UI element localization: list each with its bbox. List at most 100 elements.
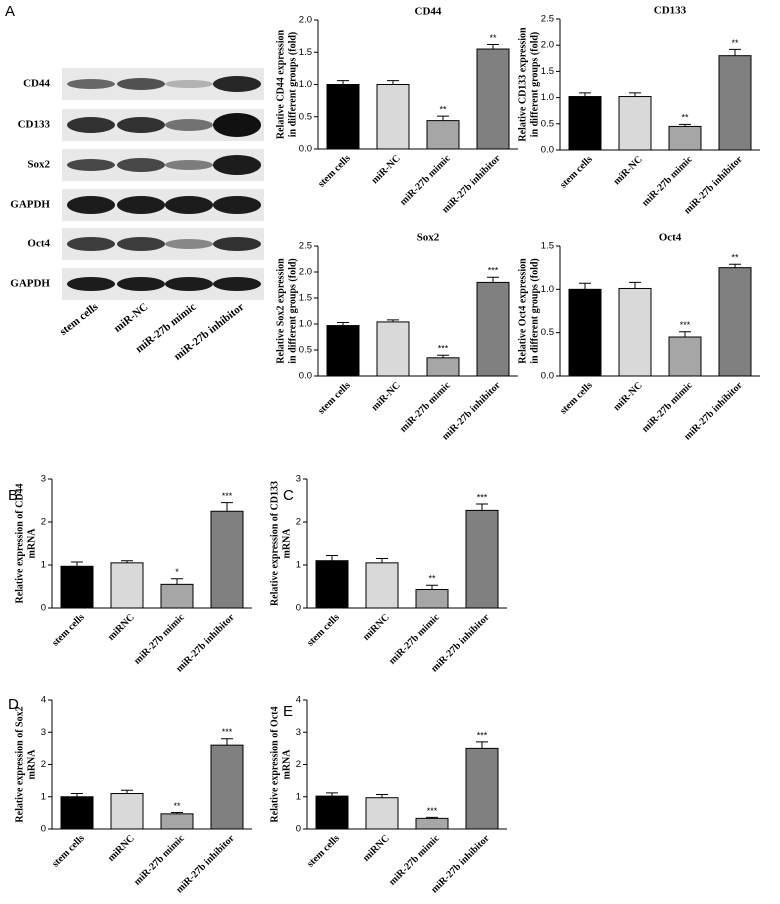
error-bar (579, 92, 591, 97)
bar (110, 562, 144, 609)
bar (160, 813, 194, 830)
error-bar (326, 792, 338, 797)
y-axis-label: Relative expression of CD133 (269, 481, 280, 606)
significance-label: ** (489, 33, 497, 43)
y-tick-label: 1.5 (299, 293, 312, 304)
error-bar (337, 80, 349, 85)
chart-title: CD44 (415, 6, 442, 18)
y-tick-label: 1 (296, 560, 301, 571)
significance-label: *** (477, 492, 488, 502)
significance-label: ** (681, 113, 689, 123)
y-tick-label: 2.5 (541, 14, 554, 25)
panel-letter: E (283, 703, 293, 720)
blot-band (117, 237, 165, 251)
error-bar (387, 80, 399, 85)
significance-label: *** (427, 806, 438, 816)
y-axis-label: Relative Sox2 expression (275, 258, 286, 364)
chart-title: Oct4 (659, 232, 682, 244)
x-tick-label: miR-27b mimic (132, 833, 187, 888)
bar (476, 281, 510, 377)
bar (476, 48, 510, 150)
x-tick-label: stem cells (558, 380, 595, 417)
bar (315, 795, 349, 830)
y-tick-label: 0.0 (299, 144, 312, 155)
blot-band (165, 119, 213, 131)
y-tick-label: 2.5 (299, 241, 312, 252)
error-bar (487, 44, 499, 50)
blot-band (117, 277, 165, 291)
bar (465, 747, 499, 830)
error-bar (476, 741, 488, 749)
bar (365, 797, 399, 830)
significance-label: *** (488, 266, 499, 276)
bar (326, 325, 360, 377)
significance-label: ** (428, 574, 436, 584)
error-bar (376, 793, 388, 798)
y-axis-label: in different groups (fold) (529, 32, 540, 137)
x-tick-label: miR-27b mimic (398, 380, 453, 435)
bar (568, 96, 602, 151)
significance-label: *** (680, 320, 691, 330)
error-bar (629, 281, 641, 289)
y-tick-label: 3 (41, 474, 46, 485)
y-axis-label: mRNA (281, 528, 292, 559)
error-bar (729, 48, 741, 56)
y-tick-label: 1 (41, 560, 46, 571)
panel-letter: D (8, 696, 19, 713)
bar (110, 793, 144, 830)
significance-label: *** (222, 491, 233, 501)
bar (718, 267, 752, 377)
y-axis-label: mRNA (26, 528, 37, 559)
x-tick-label: miR-27b mimic (640, 154, 695, 209)
bar (326, 84, 360, 150)
bar (718, 55, 752, 151)
y-tick-label: 4 (41, 695, 46, 706)
y-tick-label: 2 (296, 759, 301, 770)
bar (160, 583, 194, 609)
bar (618, 287, 652, 377)
y-tick-label: 0 (296, 824, 301, 835)
y-tick-label: 1.0 (299, 79, 312, 90)
x-tick-label: miR-27b mimic (387, 612, 442, 667)
error-bar (337, 321, 349, 326)
y-tick-label: 0.0 (541, 371, 554, 382)
y-tick-label: 0.5 (299, 345, 312, 356)
blot-band (67, 196, 115, 214)
bar (668, 125, 702, 151)
error-bar (171, 812, 183, 814)
x-tick-label: miRNC (106, 833, 137, 864)
y-axis-label: Relative expression of Sox2 (14, 706, 25, 822)
chart-title: Sox2 (417, 232, 440, 244)
x-tick-label: miR-27b mimic (640, 380, 695, 435)
blot-band (213, 237, 261, 251)
blot-band (67, 159, 115, 171)
y-tick-label: 1.5 (299, 47, 312, 58)
blot-row-label: CD133 (18, 119, 51, 131)
significance-label: ** (173, 801, 181, 811)
error-bar (426, 584, 438, 590)
error-bar (579, 282, 591, 290)
y-tick-label: 0.0 (541, 145, 554, 156)
x-tick-label: miR-NC (611, 154, 644, 187)
blot-band (213, 113, 261, 137)
bar (210, 510, 244, 609)
bar (668, 336, 702, 377)
x-tick-label: miR-NC (611, 380, 644, 413)
error-bar (679, 123, 691, 127)
significance-label: *** (222, 727, 233, 737)
y-axis-label: mRNA (281, 749, 292, 780)
bar (210, 744, 244, 830)
x-tick-label: stem cells (558, 154, 595, 191)
error-bar (121, 789, 133, 794)
blot-band (213, 277, 261, 291)
y-tick-label: 1 (296, 791, 301, 802)
panel-letter: B (8, 487, 18, 504)
error-bar (121, 560, 133, 563)
bar (60, 565, 94, 609)
bar (568, 288, 602, 377)
bar (376, 84, 410, 150)
blot-band (213, 155, 261, 175)
x-tick-label: stem cells (316, 380, 353, 417)
blot-band (165, 80, 213, 88)
y-axis-label: in different groups (fold) (529, 258, 540, 363)
